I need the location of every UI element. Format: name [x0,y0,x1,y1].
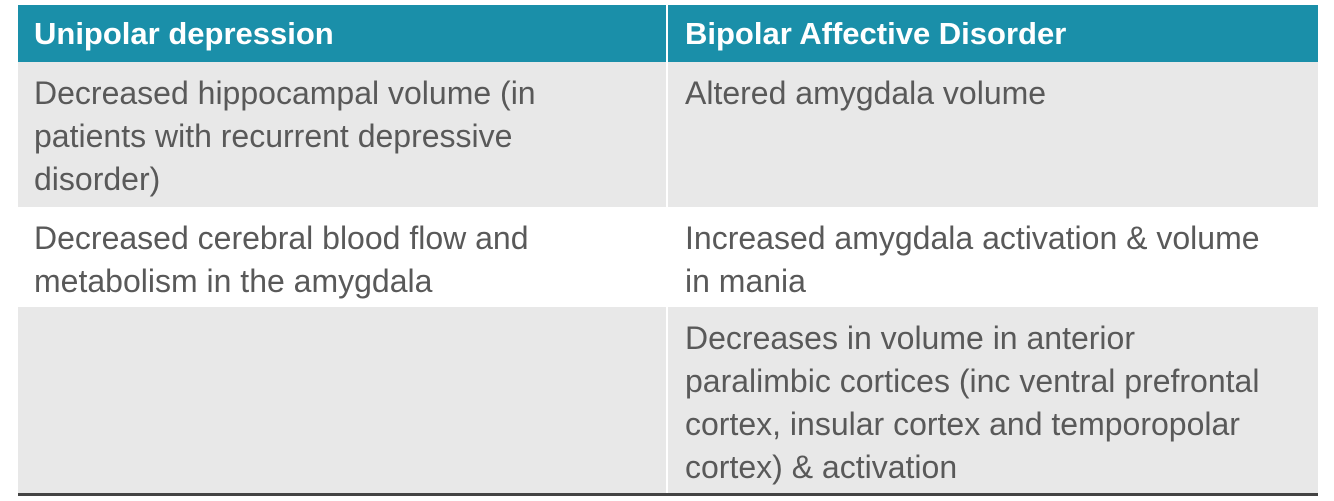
table-row: Decreased cerebral blood flow and metabo… [18,207,1318,307]
table-cell: Altered amygdala volume [685,75,1047,111]
table-cell: Increased amygdala activation & volume i… [685,220,1260,299]
table-row: Decreased hippocampal volume (in patient… [18,62,1318,207]
table-cell: Decreases in volume in anterior paralimb… [685,320,1260,485]
bottom-rule [18,493,1318,496]
table-cell: Decreased cerebral blood flow and metabo… [18,207,668,307]
table-row: Decreases in volume in anterior paralimb… [18,307,1318,493]
table-cell [18,307,668,493]
table-cell: Decreased hippocampal volume (in patient… [18,62,668,207]
header-cell: Bipolar Affective Disorder [685,16,1067,51]
header-cell: Unipolar depression [18,5,668,62]
header-row: Unipolar depression Bipolar Affective Dis… [18,5,1318,62]
